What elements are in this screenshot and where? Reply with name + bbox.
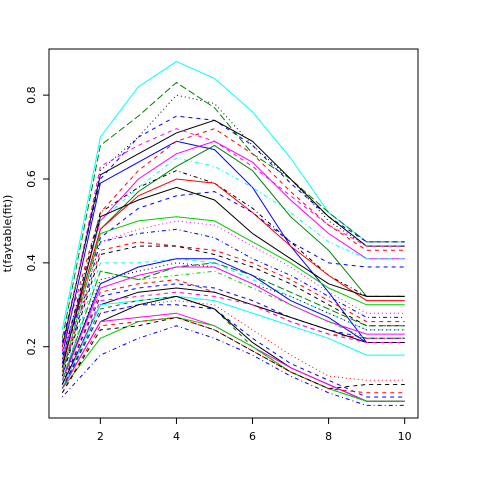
series-line-5 — [61, 119, 405, 347]
series-line-25 — [61, 266, 405, 381]
series-line-14 — [61, 191, 405, 364]
series-line-34 — [61, 304, 405, 398]
series-line-18 — [61, 228, 405, 377]
x-tick-label: 2 — [97, 430, 104, 443]
series-line-28 — [61, 283, 405, 385]
series-line-11 — [61, 144, 405, 364]
series-line-8 — [61, 128, 405, 347]
series-line-15 — [61, 186, 405, 368]
y-tick-label: 0.2 — [25, 338, 38, 356]
series-line-37 — [61, 316, 405, 402]
y-tick-label: 0.4 — [25, 254, 38, 272]
y-tick-label: 0.8 — [25, 86, 38, 104]
series-line-6 — [61, 128, 405, 352]
series-line-32 — [61, 295, 405, 402]
x-tick-label: 6 — [249, 430, 256, 443]
y-axis-label: t(faytable(fit)) — [1, 195, 14, 273]
series-line-23 — [61, 258, 405, 381]
y-tick-label: 0.6 — [25, 170, 38, 188]
series-line-38 — [61, 316, 405, 394]
series-line-22 — [61, 258, 405, 381]
series-line-4 — [61, 115, 405, 343]
series-line-39 — [61, 316, 405, 394]
series-layer — [61, 61, 405, 406]
series-line-40 — [61, 325, 405, 406]
x-tick-label: 8 — [325, 430, 332, 443]
series-line-10 — [61, 157, 405, 356]
series-line-13 — [61, 178, 405, 364]
series-line-24 — [61, 262, 405, 385]
series-line-20 — [61, 245, 405, 377]
axis-layer: 2 4 6 8 10 0.2 0.4 0.6 0.8 — [25, 86, 412, 443]
series-line-9 — [61, 140, 405, 360]
x-tick-label: 10 — [398, 430, 412, 443]
series-line-12 — [61, 170, 405, 360]
series-line-31 — [61, 295, 405, 389]
x-tick-label: 4 — [173, 430, 180, 443]
plot-frame — [48, 48, 419, 419]
series-line-30 — [61, 291, 405, 389]
series-line-16 — [61, 216, 405, 373]
series-line-7 — [61, 140, 405, 356]
series-line-19 — [61, 241, 405, 373]
